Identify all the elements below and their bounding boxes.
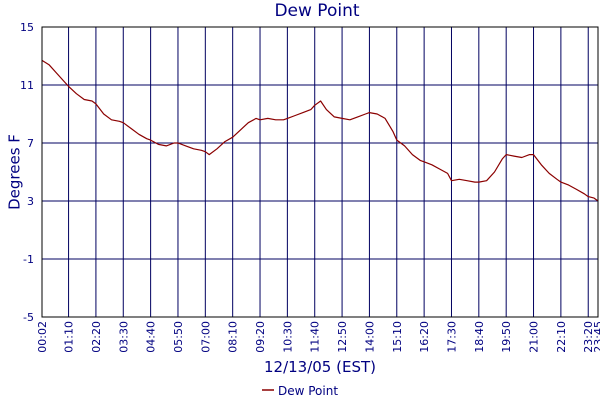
x-tick-label: 19:50 xyxy=(500,321,513,353)
x-tick-label: 01:10 xyxy=(63,321,76,353)
x-tick-label: 11:40 xyxy=(309,321,322,353)
series-layer xyxy=(41,59,599,202)
y-tick-label: 3 xyxy=(27,195,34,208)
series-line-dew-point xyxy=(41,59,599,202)
x-tick-label: 22:10 xyxy=(555,321,568,353)
x-tick-label: 21:00 xyxy=(528,321,541,353)
tick-layer: 15 11 7 3 -1 -500:02 01:10 02:20 03:30 04:40 05:50… xyxy=(20,21,600,353)
x-tick-label: 23:20 xyxy=(582,321,595,353)
y-tick-label: 7 xyxy=(27,137,34,150)
plot-frame xyxy=(41,26,599,318)
y-tick-label: 11 xyxy=(20,79,34,92)
x-tick-label: 00:02 xyxy=(36,321,49,353)
x-tick-label: 23:45 xyxy=(592,321,600,353)
y-tick-label: -1 xyxy=(23,253,34,266)
x-tick-label: 03:30 xyxy=(117,321,130,353)
y-tick-label: 15 xyxy=(20,21,34,34)
grid-layer xyxy=(41,26,599,318)
x-tick-label: 08:10 xyxy=(227,321,240,353)
x-tick-label: 04:40 xyxy=(145,321,158,353)
chart-title: Dew Point xyxy=(274,1,360,21)
x-tick-label: 15:10 xyxy=(391,321,404,353)
x-axis-title: 12/13/05 (EST) xyxy=(264,358,376,376)
x-tick-label: 18:40 xyxy=(473,321,486,353)
x-tick-label: 12:50 xyxy=(336,321,349,353)
legend-label: Dew Point xyxy=(278,384,338,398)
x-tick-label: 17:30 xyxy=(445,321,458,353)
y-axis-title: Degrees F xyxy=(5,134,23,210)
y-tick-label: -5 xyxy=(23,311,34,324)
x-tick-label: 09:20 xyxy=(254,321,267,353)
x-tick-label: 10:30 xyxy=(281,321,294,353)
x-tick-label: 02:20 xyxy=(90,321,103,353)
x-tick-label: 16:20 xyxy=(418,321,431,353)
x-tick-label: 05:50 xyxy=(172,321,185,353)
legend: Dew Point xyxy=(262,384,338,398)
x-tick-label: 07:00 xyxy=(199,321,212,353)
x-tick-label: 14:00 xyxy=(363,321,376,353)
